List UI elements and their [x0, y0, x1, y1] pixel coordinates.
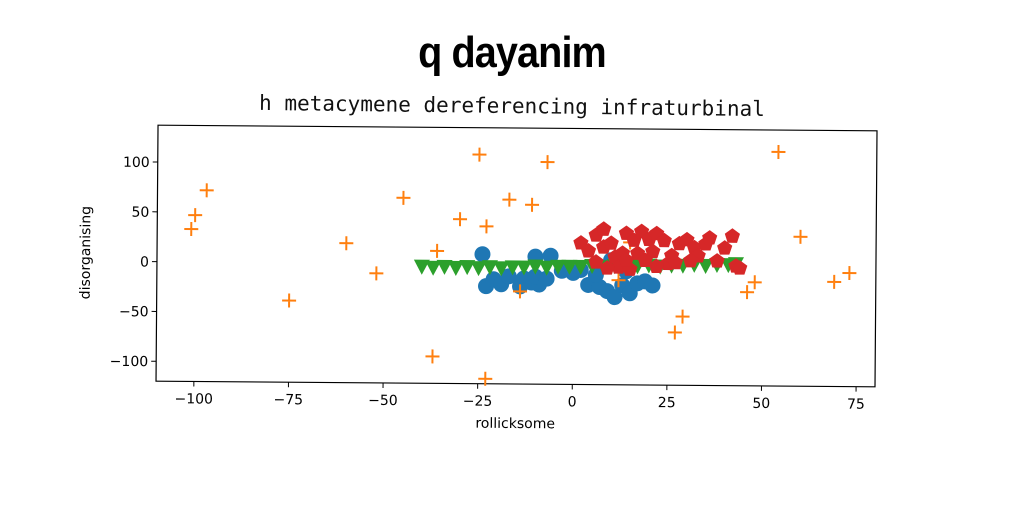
series-0-point: [606, 289, 623, 306]
series-2-point: [447, 260, 464, 276]
y-tick-label: −100: [110, 354, 149, 370]
x-tick-label: 0: [568, 394, 577, 410]
y-tick-label: 50: [131, 205, 149, 221]
series-3-point: [717, 240, 733, 255]
series-3-point: [637, 252, 653, 268]
series-2-point: [697, 258, 714, 274]
series-1-point: [472, 147, 487, 162]
series-0-point: [474, 246, 491, 263]
series-2-point: [425, 260, 442, 276]
series-1-point: [188, 208, 203, 223]
axes-frame: [155, 124, 878, 388]
series-0-point: [644, 277, 661, 294]
x-tick-label: 25: [658, 395, 676, 411]
series-2-point: [481, 260, 498, 276]
series-3-point: [596, 221, 612, 236]
series-1-point: [199, 183, 214, 198]
series-1-point: [282, 293, 297, 308]
series-1-point: [425, 349, 440, 364]
series-1-point: [396, 190, 411, 205]
series-2-point: [470, 261, 487, 277]
series-1-point: [184, 222, 199, 237]
x-tick-label: −25: [463, 394, 493, 410]
data-marks: [184, 144, 857, 386]
series-1-point: [525, 197, 540, 212]
series-1-point: [478, 371, 493, 386]
series-3-point: [667, 254, 683, 270]
series-1-point: [611, 273, 626, 288]
series-1-point: [502, 192, 517, 207]
series-1-point: [479, 219, 494, 234]
x-tick-label: −75: [273, 392, 303, 408]
series-3-point: [645, 243, 661, 259]
x-tick-label: 75: [847, 397, 865, 413]
series-1-point: [513, 284, 528, 299]
series-1-point: [453, 212, 468, 227]
series-0-point: [538, 270, 555, 287]
plot-area: −100 −75 −50 −25 0 25 50 75 100 50 0 −50 −100 rolli…: [78, 124, 878, 433]
series-2-point: [538, 260, 555, 276]
series-2-point: [436, 259, 453, 275]
series-3-point: [648, 258, 665, 274]
series-1-point: [793, 229, 808, 244]
series-1-point: [339, 236, 354, 251]
y-axis-label: disorganising: [78, 206, 95, 299]
series-1-point: [842, 266, 857, 281]
series-3-point: [599, 260, 615, 275]
series-2-point: [516, 260, 533, 276]
series-3-point: [732, 260, 748, 275]
series-1-point: [667, 325, 682, 340]
series-1-point: [430, 243, 445, 258]
series-3-point: [588, 254, 604, 269]
x-tick-label: −50: [368, 393, 398, 409]
x-ticks: −100 −75 −50 −25 0 25 50 75: [174, 381, 865, 413]
y-tick-label: −50: [119, 304, 149, 320]
series-3-point: [580, 243, 597, 258]
series-2-point: [527, 259, 544, 275]
series-3-point: [709, 253, 725, 268]
series-2-point: [459, 260, 476, 276]
series-1-point: [540, 155, 555, 170]
series-2-point: [572, 259, 589, 275]
y-tick-label: 100: [123, 155, 150, 171]
series-3-point: [683, 252, 699, 268]
series-2-point: [504, 260, 521, 276]
series-1-point: [675, 309, 690, 324]
series-1-point: [771, 144, 786, 159]
series-3-point: [656, 232, 672, 248]
y-ticks: 100 50 0 −50 −100: [110, 155, 158, 370]
x-tick-label: 50: [752, 396, 770, 412]
series-3-point: [603, 235, 619, 250]
page-title: q dayanim: [418, 28, 607, 77]
series-2-point: [413, 259, 430, 275]
x-axis-label: rollicksome: [475, 416, 555, 433]
series-1-point: [740, 285, 755, 300]
series-1-point: [747, 275, 762, 290]
y-tick-label: 0: [140, 255, 149, 271]
x-tick-label: −100: [174, 391, 213, 407]
series-3-point: [618, 252, 634, 267]
series-3-point: [724, 228, 740, 243]
series-2-point: [561, 259, 578, 275]
series-3-point: [702, 230, 718, 245]
series-2-point: [550, 259, 567, 275]
series-1-point: [827, 274, 842, 289]
series-1-point: [369, 266, 384, 281]
series-2-point: [493, 261, 510, 277]
